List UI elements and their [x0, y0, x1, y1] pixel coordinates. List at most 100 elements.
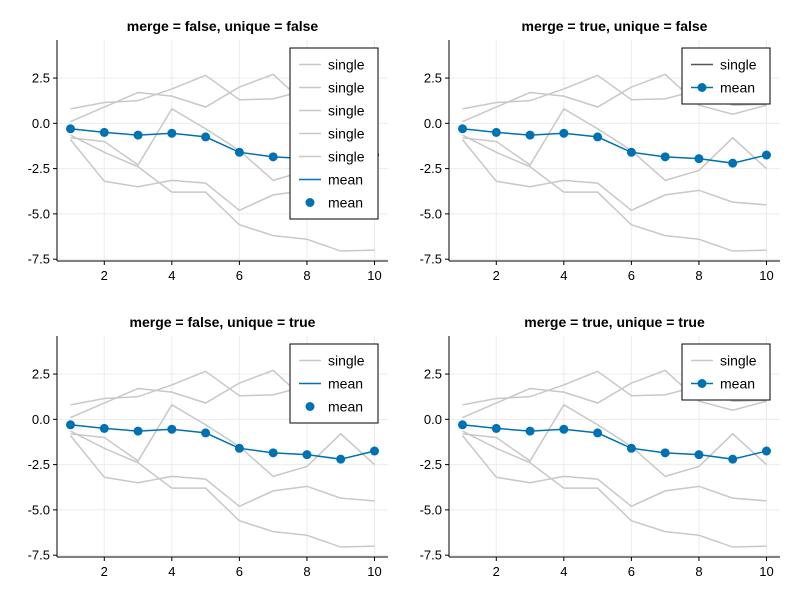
x-tick-label: 10: [367, 268, 381, 283]
legend-marker-swatch: [305, 198, 315, 207]
mean-point: [525, 426, 535, 436]
legend-label: single: [328, 353, 365, 369]
mean-point: [167, 128, 177, 138]
y-tick-label: 0.0: [424, 116, 442, 131]
x-tick-label: 2: [493, 268, 500, 283]
series-mean-line: [462, 424, 767, 460]
x-tick-label: 10: [367, 564, 381, 579]
legend-label: mean: [720, 376, 755, 392]
mean-point: [593, 132, 603, 142]
plot-area: [66, 369, 379, 548]
mean-point: [99, 127, 109, 137]
series-single-3: [70, 403, 375, 478]
series-single-2: [462, 73, 767, 123]
x-tick-label: 8: [303, 564, 310, 579]
mean-point: [167, 424, 177, 434]
legend: single mean mean: [289, 343, 379, 424]
mean-point: [728, 158, 738, 168]
mean-point: [728, 454, 738, 464]
mean-point: [694, 154, 704, 164]
legend-label: single: [328, 126, 365, 142]
y-tick-label: -2.5: [420, 161, 442, 176]
mean-point: [458, 420, 468, 430]
y-tick-label: 0.0: [424, 412, 442, 427]
mean-point: [694, 450, 704, 460]
x-tick-label: 6: [236, 564, 243, 579]
series-mean-line: [70, 424, 375, 460]
legend-marker-swatch: [697, 83, 707, 92]
x-tick-label: 4: [560, 564, 567, 579]
legend: single single single single single mean mean: [289, 47, 379, 220]
mean-point: [660, 448, 670, 458]
panel-1: merge = false, unique = false 2 4 6 8 10 -7.5 -…: [28, 18, 388, 283]
legend-marker-swatch: [305, 402, 315, 411]
series-mean-line: [462, 128, 767, 164]
mean-point: [336, 454, 346, 464]
mean-point: [133, 426, 143, 436]
x-tick-label: 4: [168, 268, 175, 283]
x-tick-label: 4: [560, 268, 567, 283]
series-single-5: [70, 134, 375, 252]
legend-label: single: [328, 149, 365, 165]
series-single-2: [462, 369, 767, 419]
legend-box: [681, 47, 771, 105]
legend-label: mean: [328, 376, 363, 392]
mean-point: [66, 124, 76, 134]
panel-title: merge = false, unique = false: [127, 18, 319, 34]
x-tick-label: 8: [303, 268, 310, 283]
series-single-5: [462, 430, 767, 548]
mean-point: [525, 130, 535, 140]
y-tick-label: -5.0: [420, 502, 442, 517]
series-single-3: [462, 107, 767, 182]
y-tick-label: -7.5: [28, 548, 50, 563]
plot-area: [458, 369, 771, 548]
x-tick-label: 10: [759, 268, 773, 283]
y-tick-label: -2.5: [28, 457, 50, 472]
x-tick-label: 8: [695, 564, 702, 579]
x-tick-label: 2: [493, 564, 500, 579]
mean-point: [66, 420, 76, 430]
mean-point: [201, 428, 211, 438]
y-tick-label: -5.0: [28, 502, 50, 517]
panel-title: merge = true, unique = false: [522, 18, 708, 34]
legend-label: single: [720, 353, 757, 369]
legend: single mean: [681, 343, 771, 401]
y-tick-label: -2.5: [420, 457, 442, 472]
legend-label: mean: [328, 172, 363, 188]
mean-point: [369, 446, 379, 456]
mean-point: [491, 423, 501, 433]
y-tick-label: 2.5: [424, 71, 442, 86]
mean-point: [234, 147, 244, 157]
mean-point: [626, 147, 636, 157]
y-tick-label: 0.0: [32, 412, 50, 427]
y-tick-label: -7.5: [420, 548, 442, 563]
mean-point: [133, 130, 143, 140]
y-tick-label: 2.5: [424, 367, 442, 382]
series-single-4: [461, 139, 767, 212]
mean-point: [234, 443, 244, 453]
mean-point: [302, 450, 312, 460]
legend-label: single: [720, 57, 757, 73]
y-tick-label: 0.0: [32, 116, 50, 131]
panel-4: merge = true, unique = true 2 4 6 8 10 -7.5 -5.…: [420, 314, 780, 579]
x-tick-label: 6: [236, 268, 243, 283]
x-tick-label: 6: [628, 564, 635, 579]
y-tick-label: -5.0: [420, 206, 442, 221]
mean-point: [593, 428, 603, 438]
x-tick-label: 8: [695, 268, 702, 283]
mean-point: [99, 423, 109, 433]
mean-point: [559, 128, 569, 138]
x-tick-label: 2: [101, 268, 108, 283]
x-tick-label: 6: [628, 268, 635, 283]
x-tick-label: 2: [101, 564, 108, 579]
panel-3: merge = false, unique = true 2 4 6 8 10 -7.5 -5…: [28, 314, 388, 579]
y-tick-label: 2.5: [32, 71, 50, 86]
y-tick-label: -2.5: [28, 161, 50, 176]
panel-title: merge = true, unique = true: [524, 314, 705, 330]
legend-label: single: [328, 103, 365, 119]
y-tick-label: -5.0: [28, 206, 50, 221]
mean-point: [201, 132, 211, 142]
mean-point: [761, 446, 771, 456]
legend-label: single: [328, 57, 365, 73]
